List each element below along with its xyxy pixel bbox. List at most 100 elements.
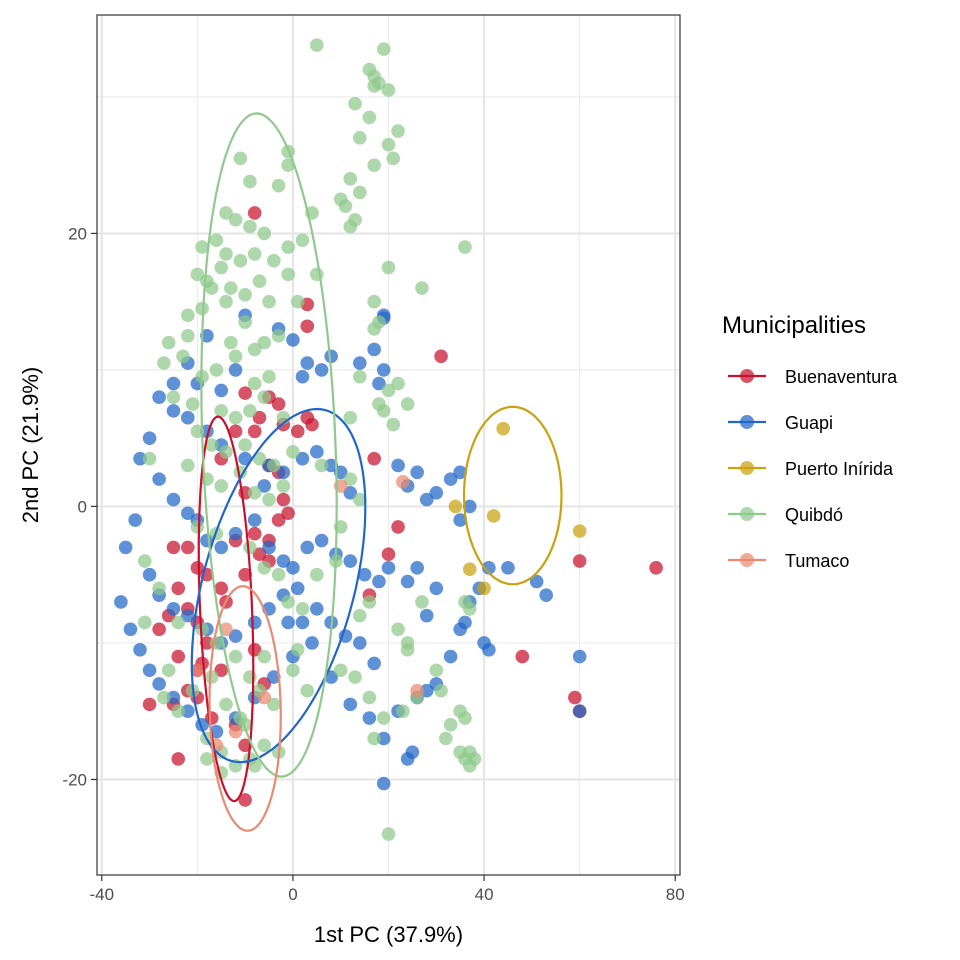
point-1 xyxy=(381,561,396,575)
point-3 xyxy=(429,663,444,678)
point-1 xyxy=(152,677,166,691)
point-0 xyxy=(228,424,243,439)
axes: -40 0 40 80 -20 0 20 xyxy=(62,14,685,904)
point-1 xyxy=(133,642,147,657)
point-3 xyxy=(300,683,315,698)
legend-key-point xyxy=(740,461,754,475)
point-1 xyxy=(180,506,195,521)
point-3 xyxy=(338,199,353,213)
point-1 xyxy=(410,465,424,480)
point-3 xyxy=(262,492,276,507)
point-3 xyxy=(281,267,295,282)
point-3 xyxy=(180,328,195,343)
point-3 xyxy=(376,711,391,725)
point-3 xyxy=(396,704,410,718)
point-3 xyxy=(381,137,396,152)
point-3 xyxy=(362,690,377,705)
point-1 xyxy=(152,472,166,486)
point-3 xyxy=(367,158,381,172)
point-1 xyxy=(539,588,553,602)
ellipse-3 xyxy=(200,112,338,778)
point-3 xyxy=(386,151,401,166)
point-3 xyxy=(195,301,209,316)
point-3 xyxy=(458,711,472,725)
point-4 xyxy=(219,622,233,637)
point-3 xyxy=(214,260,229,275)
legend-label: Quibdó xyxy=(785,505,843,525)
point-3 xyxy=(152,581,166,596)
point-1 xyxy=(443,649,458,664)
point-1 xyxy=(180,704,195,718)
x-axis-title: 1st PC (37.9%) xyxy=(314,922,463,947)
point-3 xyxy=(443,718,458,732)
point-3 xyxy=(415,281,429,295)
point-1 xyxy=(276,554,291,568)
legend-label: Tumaco xyxy=(785,551,849,571)
point-1 xyxy=(429,581,444,596)
point-3 xyxy=(267,458,281,473)
point-1 xyxy=(300,356,315,370)
point-3 xyxy=(353,608,367,623)
point-3 xyxy=(257,738,272,753)
point-3 xyxy=(137,615,152,630)
point-0 xyxy=(300,319,315,334)
point-3 xyxy=(214,404,229,418)
point-1 xyxy=(133,451,147,466)
point-1 xyxy=(180,410,195,425)
x-tick-label: -40 xyxy=(89,885,114,904)
point-0 xyxy=(572,554,587,568)
point-1 xyxy=(419,683,434,698)
point-3 xyxy=(386,417,401,432)
point-3 xyxy=(367,731,381,746)
legend-label: Buenaventura xyxy=(785,367,898,387)
point-1 xyxy=(310,445,324,459)
point-1 xyxy=(300,540,315,555)
point-3 xyxy=(243,219,257,234)
point-3 xyxy=(252,274,267,288)
point-3 xyxy=(219,294,233,309)
point-3 xyxy=(195,622,209,637)
point-3 xyxy=(353,492,367,507)
legend-key-point xyxy=(740,507,754,521)
point-3 xyxy=(204,670,219,684)
point-1 xyxy=(152,390,166,405)
point-1 xyxy=(372,574,386,589)
point-3 xyxy=(343,410,358,425)
point-1 xyxy=(214,540,229,555)
point-3 xyxy=(157,690,171,705)
point-3 xyxy=(171,704,186,718)
point-2 xyxy=(462,562,477,577)
point-3 xyxy=(362,595,377,609)
point-1 xyxy=(123,622,138,637)
point-1 xyxy=(400,574,415,589)
point-3 xyxy=(267,253,281,268)
point-3 xyxy=(367,294,381,309)
point-3 xyxy=(376,42,391,56)
point-3 xyxy=(400,642,415,657)
point-1 xyxy=(166,602,181,616)
point-3 xyxy=(247,247,262,261)
point-3 xyxy=(271,178,286,193)
point-0 xyxy=(171,581,186,596)
point-3 xyxy=(195,240,209,254)
point-4 xyxy=(228,724,243,739)
point-3 xyxy=(415,595,429,609)
point-1 xyxy=(295,615,310,630)
point-0 xyxy=(281,506,295,521)
point-3 xyxy=(262,369,276,384)
point-0 xyxy=(171,649,186,664)
point-1 xyxy=(362,711,377,725)
point-3 xyxy=(238,315,252,329)
point-1 xyxy=(276,465,291,480)
data-points xyxy=(114,38,663,841)
point-3 xyxy=(257,390,272,405)
point-0 xyxy=(391,520,405,534)
point-0 xyxy=(649,561,663,575)
point-3 xyxy=(348,96,362,111)
point-1 xyxy=(228,629,243,643)
point-0 xyxy=(247,642,262,657)
point-3 xyxy=(247,485,262,500)
point-1 xyxy=(458,615,472,630)
point-1 xyxy=(209,724,224,739)
point-0 xyxy=(247,206,262,220)
